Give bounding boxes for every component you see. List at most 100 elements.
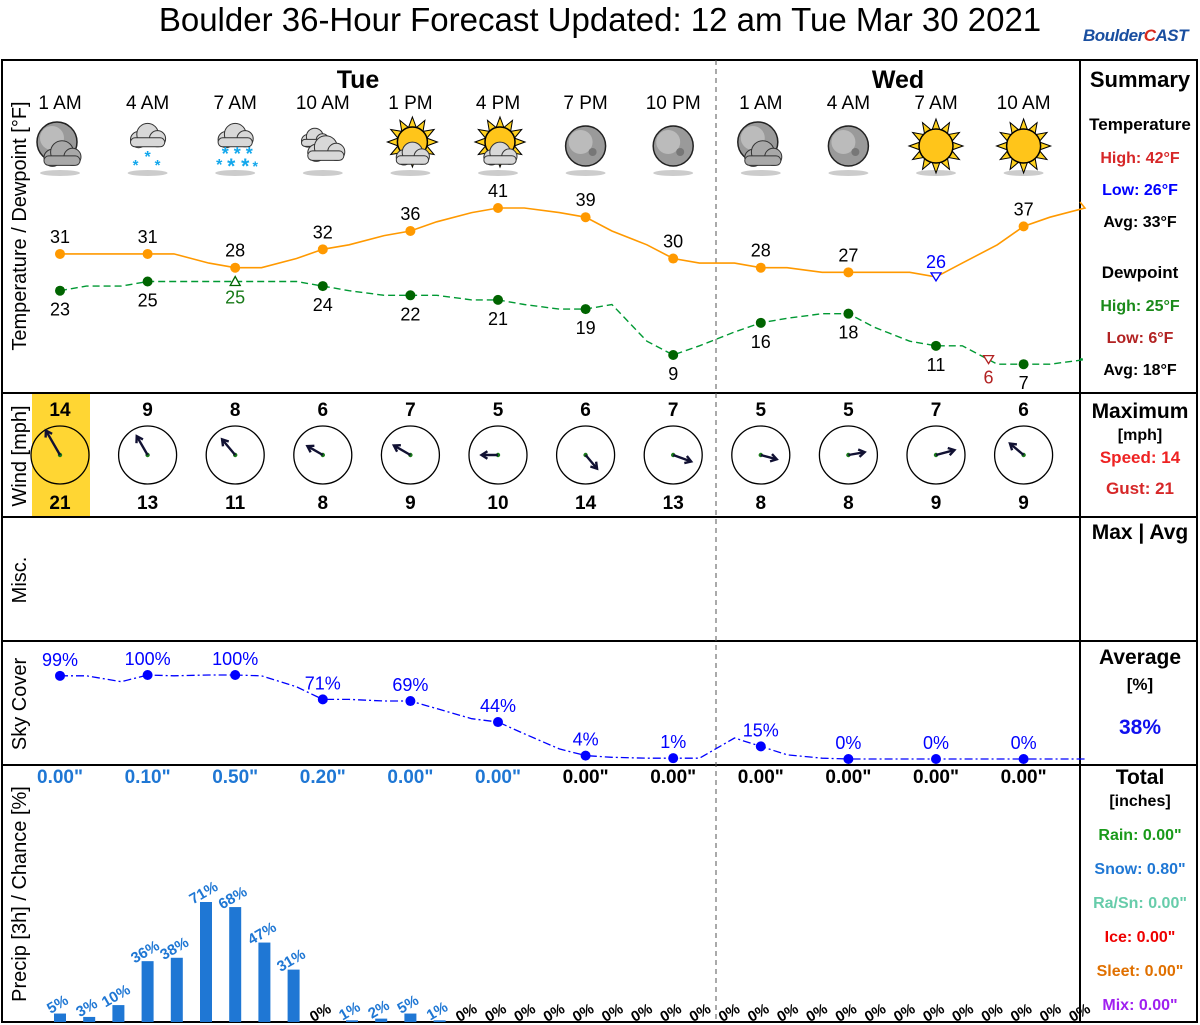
icon-shadow	[565, 170, 606, 176]
dewpoint-point	[843, 308, 854, 319]
dewpoint-point	[668, 350, 679, 360]
sun-ray	[426, 137, 439, 147]
wind-arrow-shaft	[848, 450, 865, 457]
wind-arrow-head	[590, 461, 599, 471]
dew-low-label: 6	[984, 368, 994, 388]
temperature-point	[668, 253, 679, 264]
icon-shadow	[478, 170, 518, 176]
snowflake: *	[133, 157, 139, 174]
wind-arrow-shaft	[135, 435, 149, 456]
precip-amount-label: 0.00"	[37, 767, 83, 788]
temperature-label: 36	[400, 204, 420, 224]
precip-amount-label: 0.00"	[738, 767, 784, 788]
sun-ray	[385, 137, 399, 147]
wind-arrow-head	[220, 437, 230, 447]
temperature-label: 28	[751, 241, 771, 261]
temp-low-label: 26	[926, 252, 946, 272]
dewpoint-label: 11	[927, 355, 946, 375]
time-label: 7 AM	[914, 93, 957, 114]
precip-bar	[170, 957, 183, 1022]
sun-ray	[473, 137, 487, 147]
summary-wind-title: Maximum	[1092, 400, 1189, 423]
wind-arrow-head	[135, 434, 144, 444]
summary-precip-title: Total	[1116, 766, 1165, 789]
day-label-tue: Tue	[337, 66, 380, 94]
sun-ray	[495, 115, 505, 129]
wind-gust-label: 9	[1018, 493, 1029, 514]
icon-shadow	[127, 170, 168, 176]
wind-arrow-shaft	[393, 444, 411, 457]
temperature-point	[317, 244, 328, 255]
time-label: 7 AM	[214, 93, 257, 114]
summary-dew-low: Low: 6°F	[1107, 330, 1174, 347]
precip-amount-label: 0.50"	[212, 767, 258, 788]
time-label: 10 AM	[296, 93, 350, 114]
icon-shadow	[215, 170, 256, 176]
wind-gust-label: 21	[49, 493, 71, 514]
wind-arrow-head	[44, 428, 53, 438]
dewpoint-point	[580, 304, 591, 315]
wind-arrow-head	[391, 443, 401, 453]
precip-chance-label: 5%	[395, 992, 422, 1018]
sky-cover-point	[317, 694, 328, 705]
day-label-wed: Wed	[872, 66, 924, 94]
snowflake: *	[216, 157, 223, 174]
wind-arrow-shaft	[221, 438, 237, 456]
time-label: 4 AM	[126, 93, 169, 114]
wind-arrow-shaft	[44, 429, 62, 456]
temperature-label: 41	[488, 181, 508, 201]
summary-dewpoint-heading: Dewpoint	[1102, 263, 1179, 282]
sky-cover-label: 1%	[660, 732, 686, 752]
sky-cover-label: 100%	[212, 649, 258, 669]
temperature-point	[493, 203, 503, 213]
sky-cover-point	[668, 753, 679, 764]
icon-shadow	[828, 170, 869, 176]
wind-arrow-shaft	[1009, 442, 1025, 456]
dewpoint-point	[931, 340, 941, 351]
snowflake: *	[155, 157, 161, 174]
sky-cover-point	[931, 754, 941, 764]
sky-cover-point	[843, 754, 854, 764]
dewpoint-point	[317, 281, 328, 292]
wind-gust-label: 13	[663, 493, 684, 514]
outer-border	[1, 59, 1198, 1023]
wind-arrow-shaft	[672, 453, 692, 463]
sky-cover-label: 100%	[125, 649, 171, 669]
wind-speed-label: 6	[318, 400, 329, 421]
dewpoint-point	[493, 294, 503, 305]
dewpoint-label: 7	[1019, 373, 1029, 393]
dewpoint-label: 22	[400, 304, 420, 324]
precip-bar	[141, 961, 154, 1022]
time-label: 1 AM	[38, 93, 81, 114]
icon-shadow	[302, 170, 343, 176]
time-label: 7 PM	[563, 93, 607, 114]
wind-arrow-shaft	[584, 454, 598, 470]
snowflake: *	[252, 158, 258, 174]
precip-bar	[54, 1013, 66, 1022]
precip-amount-label: 0.00"	[913, 767, 959, 788]
wind-arrow-head	[684, 455, 694, 465]
wind-gust-label: 8	[756, 493, 767, 514]
moon-cloudy-icon	[737, 121, 783, 176]
temperature-label: 27	[838, 245, 858, 265]
precip-bar	[375, 1018, 388, 1022]
icon-shadow	[740, 170, 781, 176]
precip-amount-label: 0.00"	[387, 767, 433, 788]
precip-bar	[346, 1020, 358, 1022]
moon-icon	[652, 125, 694, 176]
temperature-point	[55, 248, 65, 259]
dewpoint-label: 9	[668, 364, 678, 384]
wind-arrow-head	[857, 448, 867, 458]
moon-crater	[676, 148, 685, 156]
dewpoint-label: 25	[138, 291, 158, 311]
summary-dew-avg: Avg: 18°F	[1103, 362, 1177, 379]
summary-rain: Rain: 0.00"	[1098, 827, 1181, 844]
sky-cover-label: 4%	[573, 730, 599, 750]
summary-sky-title: Average	[1099, 646, 1181, 669]
wind-speed-label: 8	[230, 400, 241, 421]
sky-cover-point	[493, 717, 503, 728]
dew-high-label: 25	[225, 288, 245, 308]
precip-bar	[433, 1020, 446, 1022]
temperature-label: 31	[50, 227, 70, 247]
